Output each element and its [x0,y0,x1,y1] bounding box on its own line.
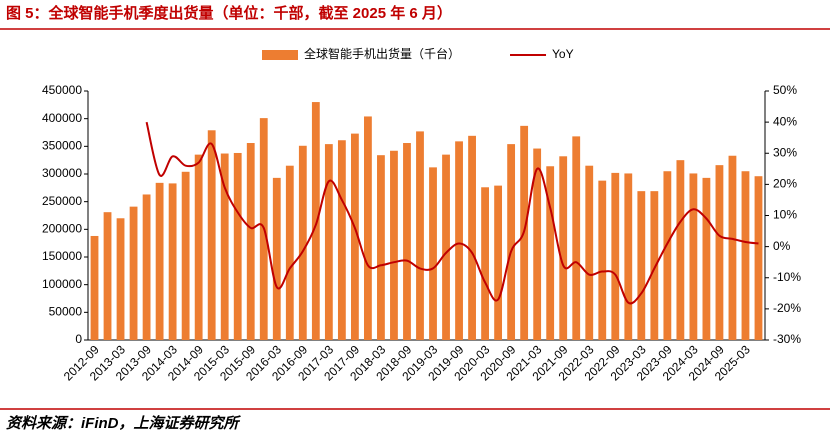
bar [298,145,307,340]
y2-tick-label: -30% [773,332,801,346]
bar [533,148,542,340]
y-tick-label: 200000 [42,222,82,236]
bar [481,187,489,340]
bar [350,133,359,340]
bar [494,185,503,340]
y-tick-label: 450000 [42,83,82,97]
legend-label: 全球智能手机出货量（千台） [304,46,460,61]
bar [377,155,385,340]
bar [442,154,450,340]
y2-tick-label: -20% [773,301,801,315]
y-tick-label: 0 [75,332,82,346]
y-tick-label: 250000 [42,194,82,208]
bar [676,160,685,340]
bar [455,141,463,340]
bar [116,218,125,340]
source: 资料来源：iFinD，上海证券研究所 [6,414,241,432]
y-tick-label: 50000 [49,305,83,319]
bar [637,191,646,340]
bar [246,143,255,340]
y2-tick-label: 20% [773,177,797,191]
legend-label: YoY [552,47,574,61]
bar [507,144,516,340]
bar [364,116,372,340]
bar [689,173,698,340]
bar [390,150,398,340]
bar [181,171,190,340]
bar [728,155,737,340]
bar [416,131,424,340]
bar [572,136,581,340]
y-tick-label: 300000 [42,166,82,180]
line [145,121,759,305]
y2-tick-label: -10% [773,270,801,284]
bar [207,130,216,340]
bar [585,165,594,340]
y2-tick-label: 10% [773,208,797,222]
bar [546,166,555,340]
y-tick-label: 100000 [42,277,82,291]
bar [663,171,672,340]
y-tick-label: 400000 [42,111,82,125]
legend-swatch [262,50,298,60]
bar [155,182,164,340]
bar [754,176,763,340]
bar [233,152,242,340]
y2-tick-label: 30% [773,145,797,159]
bar [403,143,411,340]
bar [624,173,633,340]
y-tick-label: 350000 [42,139,82,153]
bar [142,194,151,340]
bar [220,153,229,340]
bar [324,144,333,340]
y2-tick-label: 50% [773,83,797,97]
bar [429,167,437,340]
bar [168,183,177,340]
bar [741,171,750,340]
bar [272,177,281,340]
bar [611,172,620,340]
bar [129,206,138,340]
y-tick-label: 150000 [42,249,82,263]
bar [103,212,112,340]
bar [598,180,607,340]
bar [702,177,711,340]
bar [285,165,294,340]
chart-title: 图 5：全球智能手机季度出货量（单位：千部，截至 2025 年 6 月） [6,4,452,22]
bar [311,102,320,340]
bar [650,191,659,340]
bar [194,154,203,340]
y2-tick-label: 0% [773,239,791,253]
y2-tick-label: 40% [773,114,797,128]
bar [715,165,724,340]
bar [559,156,568,340]
bar [468,135,476,340]
bar [90,235,99,340]
bar [337,140,346,340]
